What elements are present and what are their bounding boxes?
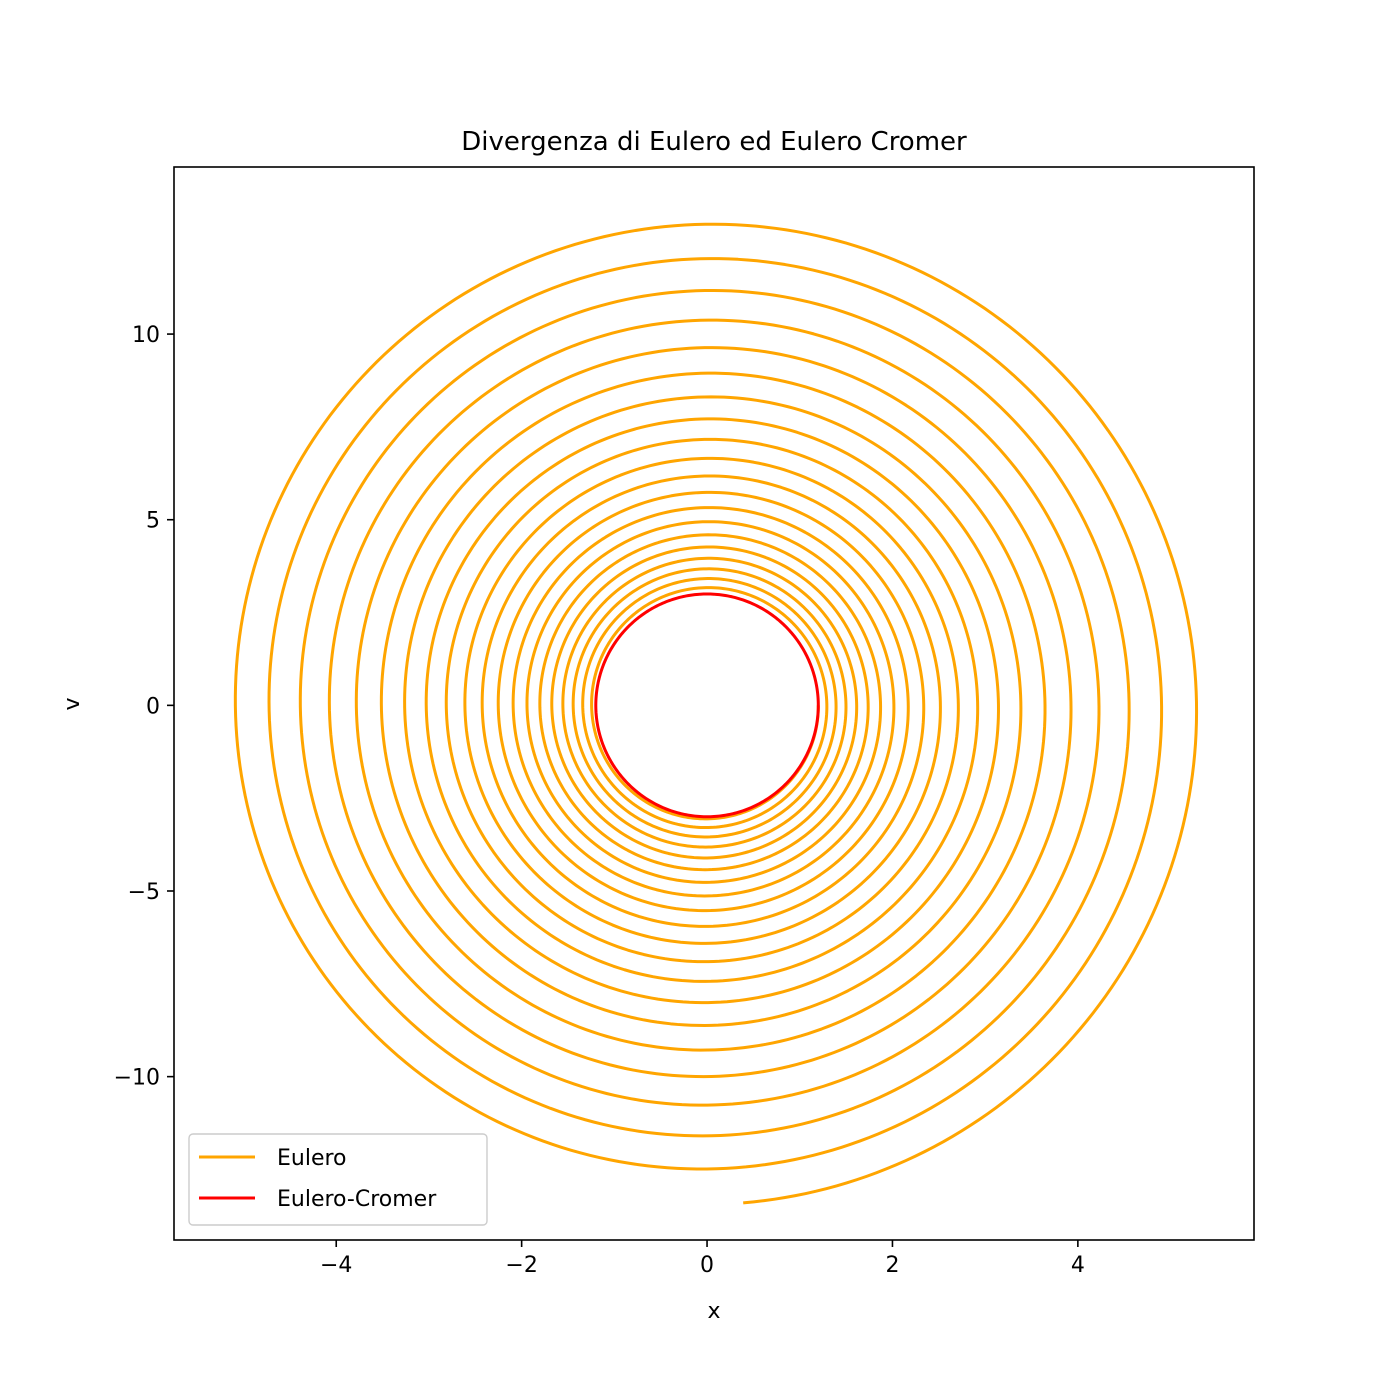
x-tick-label: −4 — [320, 1253, 352, 1278]
series-eulero — [233, 222, 1199, 1205]
series-eulero-cromer — [594, 592, 820, 819]
series-layer — [233, 222, 1199, 1205]
x-tick-label: −2 — [505, 1253, 537, 1278]
y-tick-label: 5 — [146, 509, 160, 534]
y-tick-label: −5 — [128, 880, 160, 905]
y-tick-label: 0 — [146, 694, 160, 719]
x-tick-label: 4 — [1071, 1253, 1085, 1278]
legend-label-eulero: Eulero — [277, 1146, 347, 1171]
x-tick-label: 0 — [700, 1253, 714, 1278]
y-axis-ticks: −10 −5 0 5 10 — [114, 323, 174, 1091]
plot-frame — [173, 166, 1255, 1241]
legend-box — [188, 1133, 488, 1226]
legend: Eulero Eulero-Cromer — [188, 1133, 488, 1226]
y-tick-label: −10 — [114, 1066, 160, 1091]
legend-label-eulero-cromer: Eulero-Cromer — [277, 1187, 437, 1212]
y-axis-label: v — [60, 697, 85, 710]
x-tick-label: 2 — [885, 1253, 899, 1278]
chart-title: Divergenza di Eulero ed Eulero Cromer — [461, 127, 967, 157]
x-axis-label: x — [707, 1299, 720, 1324]
x-axis-ticks: −4 −2 0 2 4 — [320, 1240, 1085, 1278]
y-tick-label: 10 — [132, 323, 160, 348]
